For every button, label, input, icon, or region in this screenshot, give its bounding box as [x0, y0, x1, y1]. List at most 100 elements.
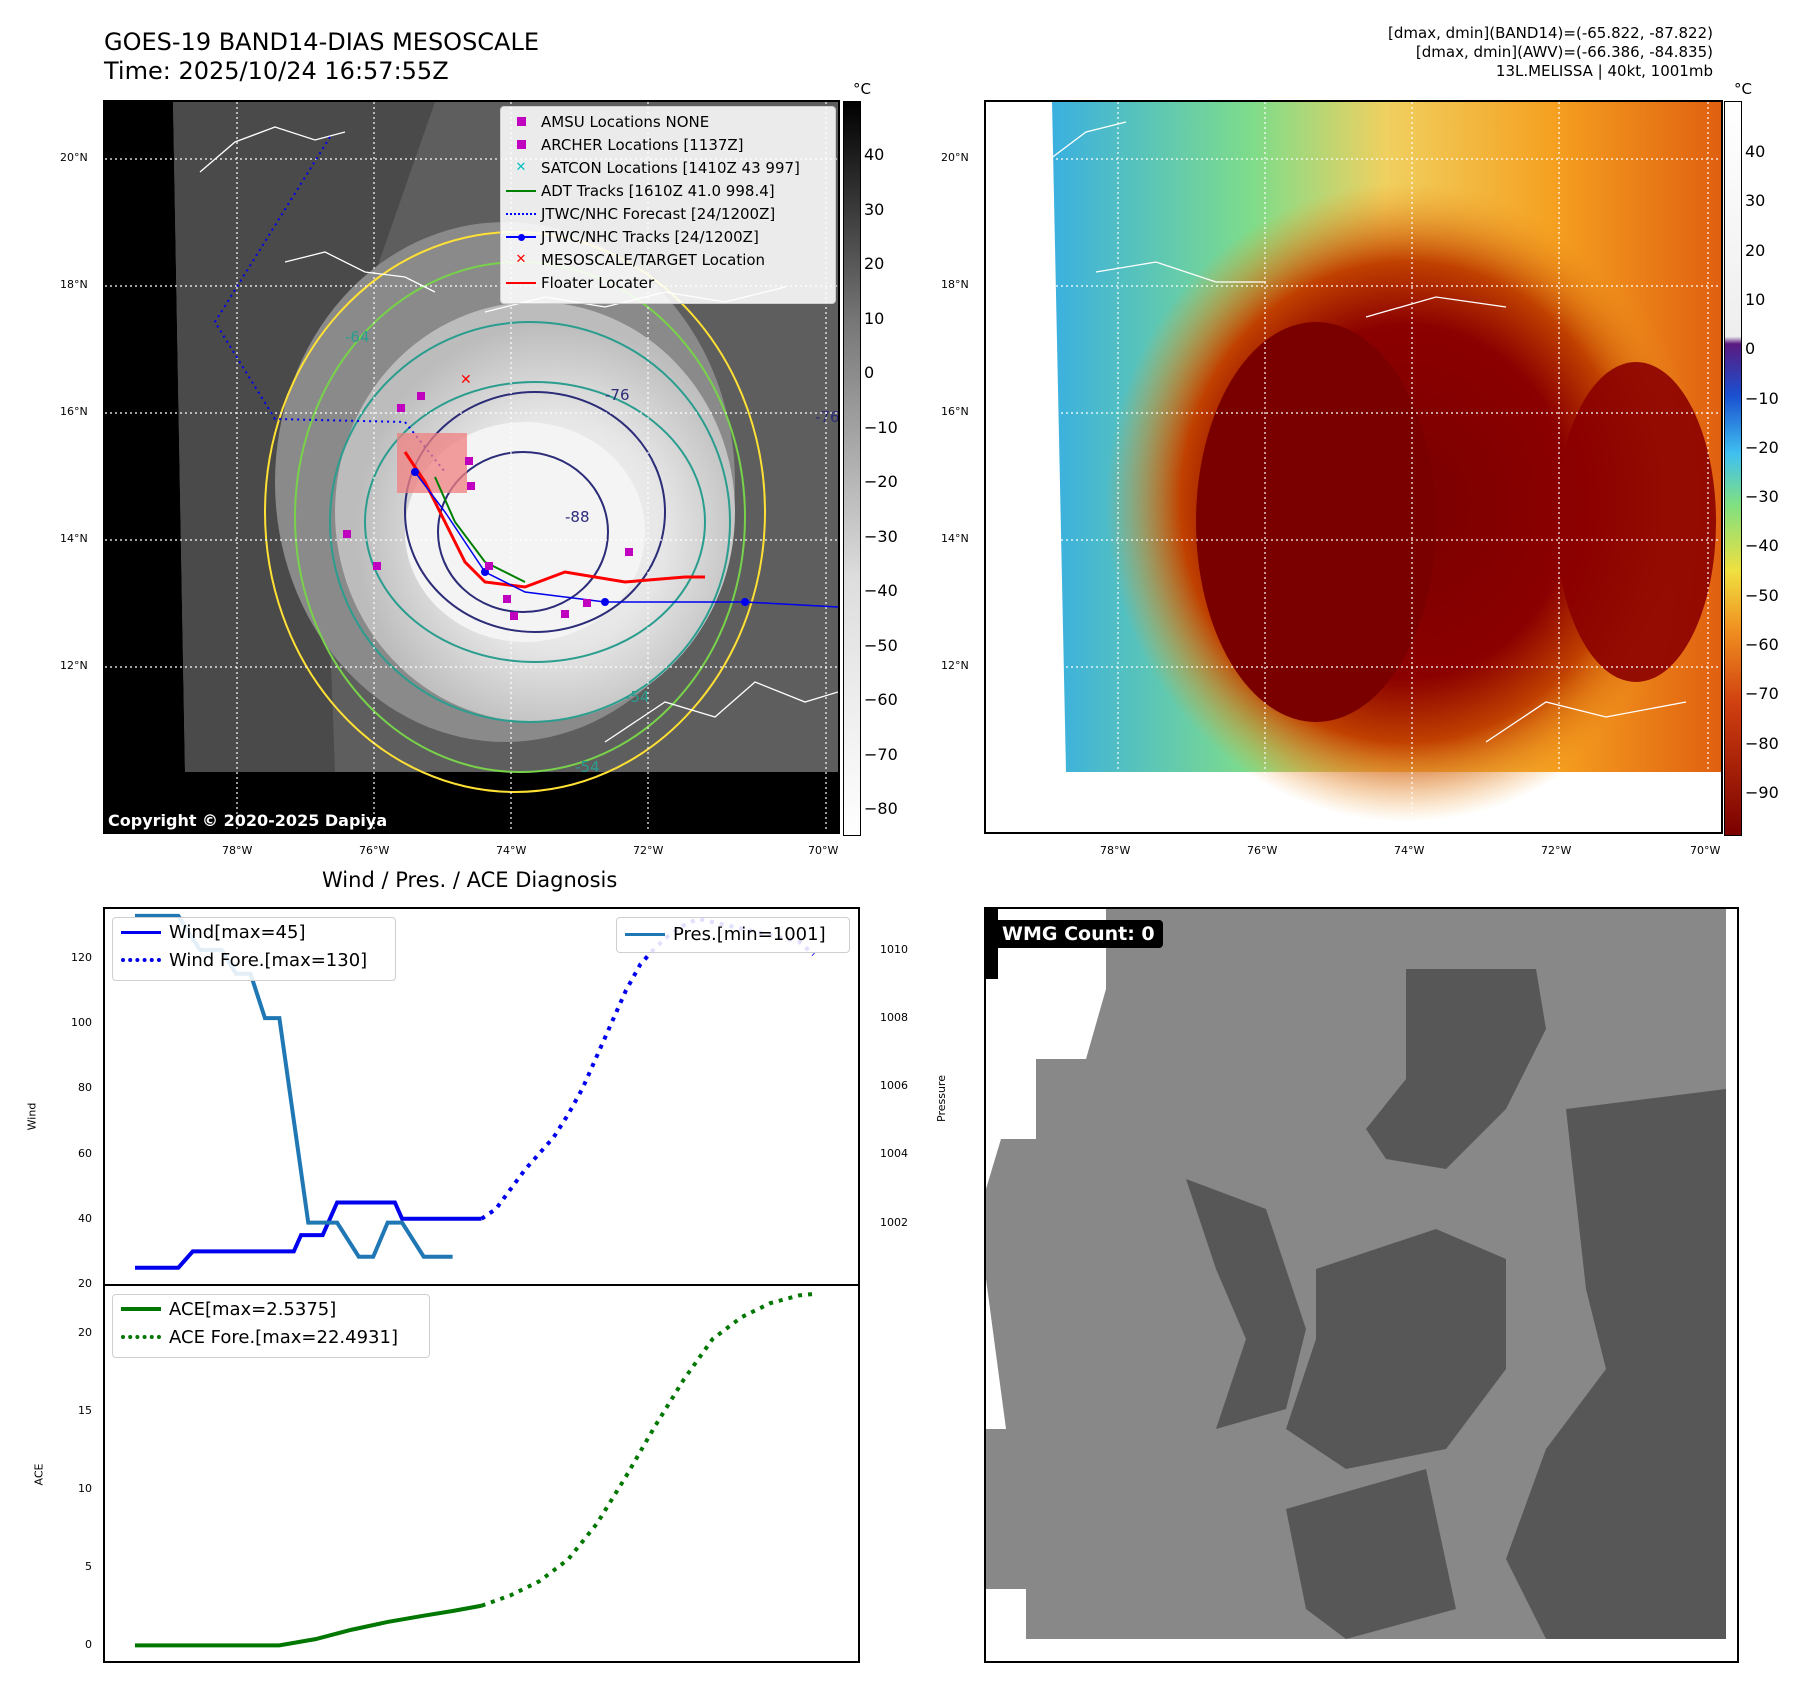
ace-tick-label: 20	[78, 1325, 92, 1339]
cold-band	[1556, 362, 1716, 682]
colorbar-tick-label: 10	[864, 308, 885, 328]
wind-legend: Wind[max=45] Wind Fore.[max=130]	[112, 917, 396, 981]
map-time: Time: 2025/10/24 16:57:55Z	[104, 57, 449, 85]
colorbar-tick-label: −70	[1745, 684, 1779, 704]
wind-tick-label: 20	[78, 1277, 92, 1290]
series-line-wind	[135, 1200, 482, 1270]
coastline	[1045, 121, 1687, 743]
adt-track	[434, 476, 526, 583]
coastline	[199, 126, 838, 743]
lon-label: 78°W	[222, 844, 253, 857]
ace-plot	[135, 1291, 814, 1648]
map-legend: AMSU Locations NONE ARCHER Locations [11…	[500, 106, 836, 304]
legend-item-wind-forecast: Wind Fore.[max=130]	[113, 946, 395, 974]
colorbar-ir	[843, 101, 861, 836]
legend-item-amsu: AMSU Locations NONE	[501, 110, 835, 133]
lon-label: 70°W	[808, 844, 839, 857]
colorbar-tick-label: −60	[864, 690, 898, 709]
lat-label: 20°N	[941, 151, 969, 164]
ace-legend: ACE[max=2.5375] ACE Fore.[max=22.4931]	[112, 1294, 430, 1358]
info-dmax-awv: [dmax, dmin](AWV)=(-66.386, -84.835)	[1415, 43, 1713, 61]
info-dmax-band14: [dmax, dmin](BAND14)=(-65.822, -87.822)	[1388, 24, 1713, 42]
wmg-dark-region	[1506, 1089, 1726, 1639]
diag-title: Wind / Pres. / ACE Diagnosis	[322, 868, 618, 892]
legend-item-nhc-tracks: JTWC/NHC Tracks [24/1200Z]	[501, 225, 835, 248]
floater-box	[397, 433, 467, 493]
colorbar-tick-label: −10	[1745, 388, 1779, 408]
ace-tick-label: 0	[85, 1638, 92, 1652]
colorbar-dias	[1724, 101, 1742, 836]
contour-navy-inner	[437, 451, 609, 613]
archer-points	[343, 392, 633, 620]
wmg-dark-region	[1286, 1469, 1456, 1639]
contour-teal-inner	[364, 381, 706, 663]
legend-item-mesoscale: ✕ MESOSCALE/TARGET Location	[515, 250, 766, 269]
colorbar-tick-label: 40	[864, 145, 885, 164]
colorbar-tick-label: −20	[1745, 437, 1779, 457]
wind-axis-label: Wind	[25, 1102, 39, 1131]
legend-item-floater: Floater Locater	[501, 271, 835, 294]
colorbar-tick-label: 20	[864, 254, 885, 273]
colorbar-tick-label: −90	[1745, 782, 1779, 802]
wmg-panel	[984, 907, 1739, 1663]
pressure-tick-label: 1010	[880, 942, 908, 956]
mesoscale-target-icon: ✕	[460, 372, 472, 388]
wmg-image	[986, 909, 1737, 1661]
legend-item-satcon: ✕ SATCON Locations [1410Z 43 997]	[515, 158, 800, 177]
contour-label: -64	[345, 328, 370, 346]
colorbar-tick-label: 0	[864, 363, 875, 382]
floater-track	[403, 451, 705, 589]
ace-tick-label: 15	[78, 1404, 92, 1417]
ace-axis-label: ACE	[32, 1463, 46, 1486]
colorbar-tick-label: −30	[864, 526, 898, 546]
colorbar-tick-label: −50	[1745, 585, 1779, 605]
wmg-dark-region	[1286, 1229, 1506, 1469]
legend-item-pressure: Pres.[min=1001]	[617, 918, 849, 950]
lat-label: 14°N	[60, 532, 88, 545]
lat-label: 12°N	[941, 659, 969, 672]
diag-divider	[103, 1284, 860, 1286]
lat-label: 12°N	[60, 659, 88, 672]
contour-navy	[404, 391, 666, 633]
lat-label: 18°N	[60, 278, 88, 291]
colorbar-tick-label: 30	[864, 199, 885, 219]
pressure-legend: Pres.[min=1001]	[616, 917, 850, 953]
contour-label: -88	[565, 508, 590, 526]
lon-label: 78°W	[1100, 844, 1131, 857]
pressure-tick-label: 1008	[880, 1011, 908, 1025]
legend-item-wind: Wind[max=45]	[113, 918, 395, 946]
lon-label: 72°W	[1541, 844, 1572, 857]
wind-tick-label: 120	[71, 950, 92, 964]
colorbar-tick-label: −60	[1745, 635, 1779, 654]
colorbar-tick-label: −40	[864, 581, 898, 600]
pressure-tick-label: 1004	[880, 1147, 908, 1161]
legend-item-ace-forecast: ACE Fore.[max=22.4931]	[113, 1323, 429, 1351]
lat-label: 14°N	[941, 532, 969, 545]
series-line-wind-forecast	[480, 916, 815, 1221]
colorbar-ir-unit: °C	[853, 80, 871, 98]
pressure-axis-label: Pressure	[934, 1075, 948, 1122]
colorbar-tick-label: −10	[864, 417, 898, 437]
lon-label: 74°W	[496, 844, 527, 857]
colorbar-tick-label: 0	[1745, 339, 1756, 359]
colorbar-tick-label: 10	[1745, 289, 1766, 309]
lon-label: 76°W	[359, 844, 390, 857]
colorbar-tick-label: −20	[864, 472, 898, 491]
contour-label: -54	[575, 758, 600, 776]
colorbar-tick-label: 30	[1745, 191, 1766, 211]
wmg-dark-region	[1186, 1179, 1306, 1429]
dias-map-image	[986, 102, 1721, 832]
legend-item-forecast: JTWC/NHC Forecast [24/1200Z]	[501, 202, 835, 225]
legend-item-adt: ADT Tracks [1610Z 41.0 998.4]	[501, 179, 835, 202]
ace-tick-label: 5	[85, 1560, 92, 1574]
cold-core	[1196, 322, 1436, 722]
copyright: Copyright © 2020-2025 Dapiya	[108, 811, 388, 830]
map-grid	[986, 102, 1721, 832]
colorbar-tick-label: −30	[1745, 487, 1779, 507]
lat-label: 18°N	[941, 278, 969, 291]
wind-tick-label: 80	[78, 1081, 92, 1095]
lon-label: 76°W	[1247, 844, 1278, 857]
map-title: GOES-19 BAND14-DIAS MESOSCALE	[104, 28, 540, 56]
dias-map-panel	[984, 100, 1723, 834]
info-storm: 13L.MELISSA | 40kt, 1001mb	[1495, 62, 1713, 80]
